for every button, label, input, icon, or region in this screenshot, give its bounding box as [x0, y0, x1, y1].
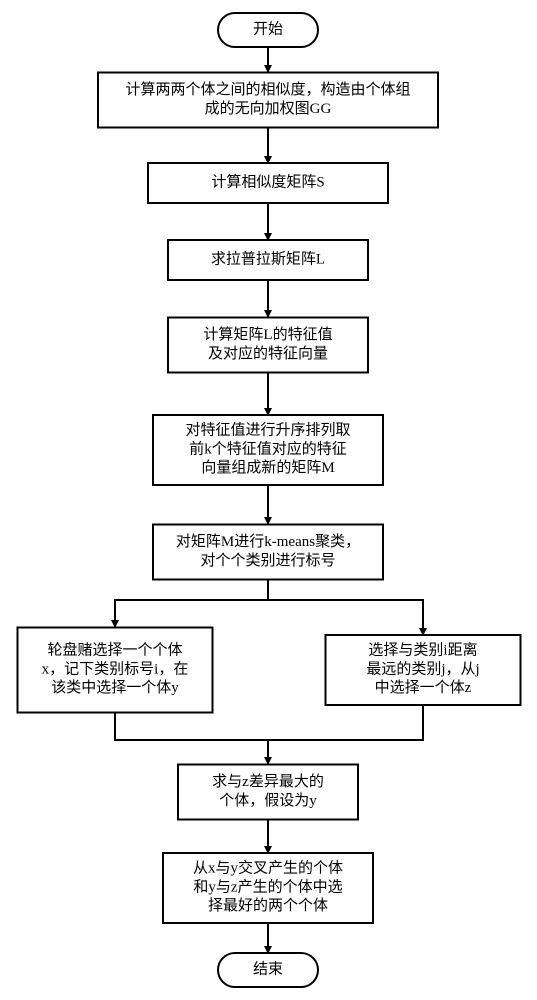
node-label: 向量组成新的矩阵M: [201, 459, 334, 476]
node-label: x，记下类别标号i，在: [42, 660, 189, 677]
node-label: 及对应的特征向量: [208, 344, 328, 362]
flow-edge: [268, 705, 423, 740]
node-label: 从x与y交叉产生的个体: [193, 859, 343, 877]
node-label: 选择与类别i距离: [368, 642, 477, 659]
flow-node-n4: 计算矩阵L的特征值及对应的特征向量: [168, 318, 368, 373]
node-label: 求与z差异最大的: [212, 773, 324, 790]
node-label: 择最好的两个个体: [208, 897, 328, 914]
flow-node-end: 结束: [218, 953, 318, 987]
flow-node-n1: 计算两两个体之间的相似度，构造由个体组成的无向加权图GG: [98, 73, 438, 128]
node-label: 中选择一个体z: [375, 679, 472, 696]
node-label: 轮盘赌选择一个个体: [47, 641, 182, 659]
node-label: 对特征值进行升序排列取: [185, 422, 350, 439]
flow-node-n2: 计算相似度矩阵S: [148, 163, 388, 203]
node-label: 个体，假设为y: [219, 792, 317, 809]
flow-edge: [115, 713, 268, 764]
flow-node-n3: 求拉普拉斯矩阵L: [168, 240, 368, 280]
node-label: 和y与z产生的个体中选: [193, 878, 342, 895]
node-label: 对矩阵M进行k-means聚类，: [176, 533, 360, 550]
node-label: 计算相似度矩阵S: [211, 172, 324, 190]
node-label: 对个个类别进行标号: [200, 552, 335, 569]
flow-node-n5: 对特征值进行升序排列取前k个特征值对应的特征向量组成新的矩阵M: [153, 415, 383, 485]
node-label: 开始: [253, 20, 283, 37]
flow-node-start: 开始: [218, 13, 318, 47]
flow-node-n9: 从x与y交叉产生的个体和y与z产生的个体中选择最好的两个个体: [163, 853, 373, 923]
flowchart-canvas: 开始计算两两个体之间的相似度，构造由个体组成的无向加权图GG 计算相似度矩阵S 求拉…: [0, 0, 537, 1000]
flow-node-n8: 求与z差异最大的个体，假设为y: [178, 765, 358, 820]
flow-node-n6: 对矩阵M进行k-means聚类， 对个个类别进行标号: [153, 525, 383, 580]
flow-node-n7l: 轮盘赌选择一个个体x，记下类别标号i，在该类中选择一个体y: [18, 628, 213, 713]
node-label: 最远的类别j，从j: [366, 660, 479, 677]
flow-node-n7r: 选择与类别i距离最远的类别j，从j 中选择一个体z: [326, 635, 521, 705]
node-label: 前k个特征值对应的特征: [189, 439, 347, 457]
flow-edge: [115, 580, 268, 627]
node-label: 计算矩阵L的特征值: [203, 325, 332, 343]
node-label: 求拉普拉斯矩阵L: [211, 250, 325, 267]
node-label: 计算两两个体之间的相似度，构造由个体组: [125, 80, 410, 98]
flow-edge: [268, 580, 423, 635]
node-label: 成的无向加权图GG: [205, 100, 332, 117]
node-label: 该类中选择一个体y: [51, 679, 179, 696]
node-label: 结束: [253, 960, 283, 977]
